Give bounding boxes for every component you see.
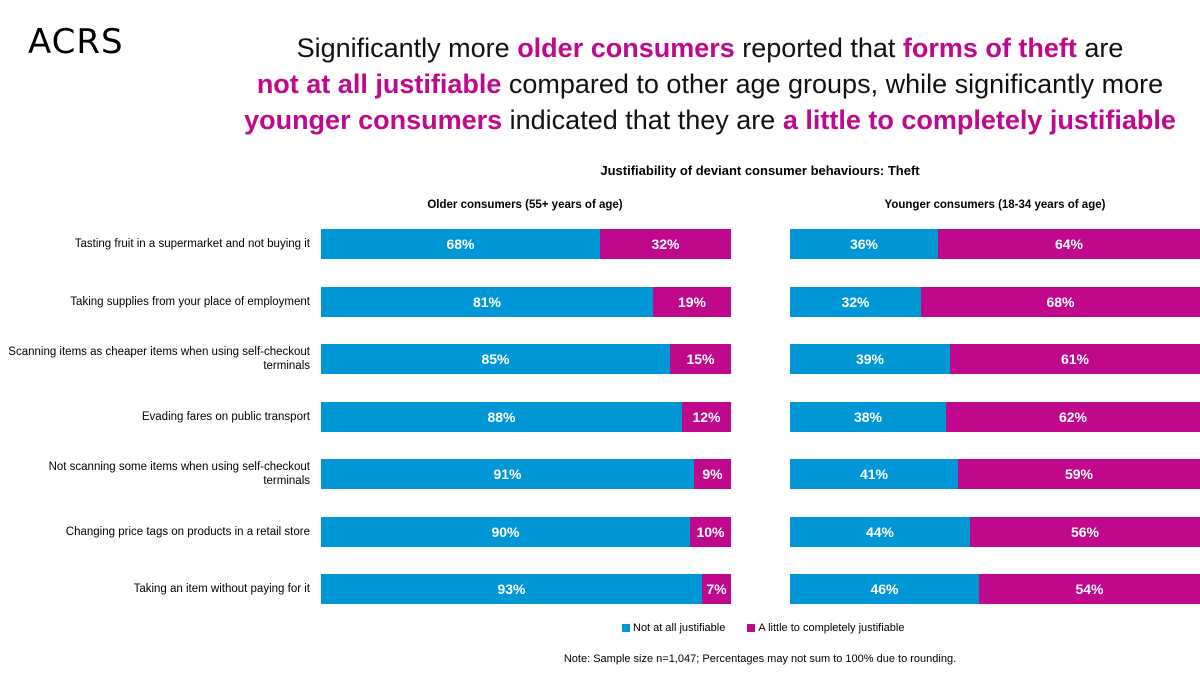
data-label: 41% (859, 466, 889, 482)
bar-segment-older-little-to-completely: 12% (682, 401, 731, 432)
bar-segment-younger-not-at-all: 38% (790, 401, 946, 432)
bar-segment-younger-little-to-completely: 68% (921, 286, 1200, 317)
data-label: 54% (1075, 581, 1104, 597)
headline-line-3: younger consumers indicated that they ar… (200, 102, 1200, 138)
footnote: Note: Sample size n=1,047; Percentages m… (563, 653, 957, 665)
bar-segment-older-little-to-completely: 9% (694, 459, 731, 489)
data-label: 10% (696, 523, 725, 540)
bar-segment-older-not-at-all: 90% (321, 516, 690, 547)
headline-text: compared to other age groups, while sign… (501, 69, 1164, 99)
data-label: 81% (472, 293, 502, 310)
data-label: 61% (1060, 351, 1090, 367)
data-label: 64% (1054, 236, 1084, 252)
bar-segment-older-not-at-all: 88% (321, 401, 682, 432)
bar-segment-older-not-at-all: 93% (321, 574, 702, 604)
bar-segment-younger-not-at-all: 39% (790, 344, 950, 374)
bar-segment-older-little-to-completely: 19% (653, 286, 731, 317)
acrs-logo: ACRS (28, 22, 124, 62)
headline-highlight: not at all justifiable (256, 69, 502, 99)
bar-segment-younger-little-to-completely: 59% (958, 459, 1200, 489)
bar-segment-younger-little-to-completely: 56% (970, 516, 1200, 547)
data-label: 88% (487, 408, 516, 425)
data-label: 12% (692, 408, 721, 425)
data-label: 91% (493, 466, 522, 482)
headline-text: are (1076, 33, 1124, 63)
category-label: Tasting fruit in a supermarket and not b… (74, 238, 310, 250)
bar-segment-younger-not-at-all: 41% (790, 459, 958, 489)
bar-segment-younger-not-at-all: 44% (790, 516, 970, 547)
data-label: 36% (849, 236, 879, 252)
bar-segment-younger-little-to-completely: 61% (950, 344, 1200, 374)
panel-title-younger: Younger consumers (18-34 years of age) (884, 199, 1106, 211)
chart-title: Justifiability of deviant consumer behav… (600, 163, 920, 178)
legend-item-little-to-completely: A little to completely justifiable (747, 622, 904, 634)
data-label: 56% (1070, 523, 1100, 540)
headline-text: indicated that they are (502, 105, 783, 135)
data-label: 85% (481, 351, 510, 367)
panel-title-older: Older consumers (55+ years of age) (427, 199, 623, 211)
data-label: 93% (497, 581, 526, 597)
category-label: Evading fares on public transport (141, 410, 310, 423)
legend-swatch-blue (622, 624, 630, 632)
headline-highlight: a little to completely justifiable (782, 105, 1176, 135)
data-label: 32% (651, 236, 680, 252)
data-label: 32% (841, 293, 870, 310)
data-label: 19% (677, 293, 707, 310)
bar-segment-younger-little-to-completely: 64% (938, 229, 1200, 259)
bar-segment-younger-not-at-all: 32% (790, 286, 921, 317)
legend-label: Not at all justifiable (633, 622, 726, 634)
data-label: 44% (865, 523, 895, 540)
bar-segment-younger-little-to-completely: 62% (946, 401, 1200, 432)
headline-highlight: older consumers (517, 33, 735, 63)
data-label: 90% (491, 523, 520, 540)
headline-highlight: forms of theft (902, 33, 1077, 63)
legend: Not at all justifiable A little to compl… (622, 622, 926, 634)
bar-segment-younger-not-at-all: 46% (790, 574, 979, 604)
data-label: 59% (1064, 466, 1094, 482)
bar-segment-older-not-at-all: 91% (321, 459, 694, 489)
bar-segment-older-not-at-all: 85% (321, 344, 670, 374)
legend-swatch-pink (747, 624, 756, 632)
data-label: 68% (446, 236, 475, 252)
bar-segment-older-not-at-all: 81% (321, 286, 653, 317)
category-label: Taking an item without paying for it (133, 583, 310, 595)
headline-highlight: younger consumers (244, 105, 503, 135)
category-label: Not scanning some items when using self-… (48, 461, 310, 487)
headline-text: reported that (734, 33, 903, 63)
data-label: 38% (853, 408, 883, 425)
headline-text: Significantly more (296, 33, 518, 63)
legend-label: A little to completely justifiable (758, 622, 905, 634)
data-label: 62% (1058, 408, 1088, 425)
data-label: 68% (1046, 293, 1075, 310)
category-label: Changing price tags on products in a ret… (65, 525, 310, 538)
bar-segment-older-little-to-completely: 10% (690, 516, 731, 547)
data-label: 15% (686, 351, 715, 367)
category-label: Taking supplies from your place of emplo… (70, 295, 310, 308)
data-label: 46% (870, 581, 899, 597)
bar-segment-older-little-to-completely: 32% (600, 229, 731, 259)
data-label: 39% (855, 351, 885, 367)
headline-line-1: Significantly more older consumers repor… (200, 30, 1200, 66)
bar-segment-younger-not-at-all: 36% (790, 229, 938, 259)
headline-line-2: not at all justifiable compared to other… (200, 66, 1200, 102)
bar-segment-older-little-to-completely: 15% (670, 344, 731, 374)
bar-segment-older-little-to-completely: 7% (702, 574, 731, 604)
data-label: 9% (702, 466, 723, 482)
bar-segment-younger-little-to-completely: 54% (979, 574, 1200, 604)
bar-segment-older-not-at-all: 68% (321, 229, 600, 259)
legend-item-not-at-all: Not at all justifiable (622, 622, 725, 634)
headline: Significantly more older consumers repor… (200, 30, 1200, 138)
data-label: 7% (706, 581, 727, 597)
category-label: Scanning items as cheaper items when usi… (8, 346, 310, 372)
